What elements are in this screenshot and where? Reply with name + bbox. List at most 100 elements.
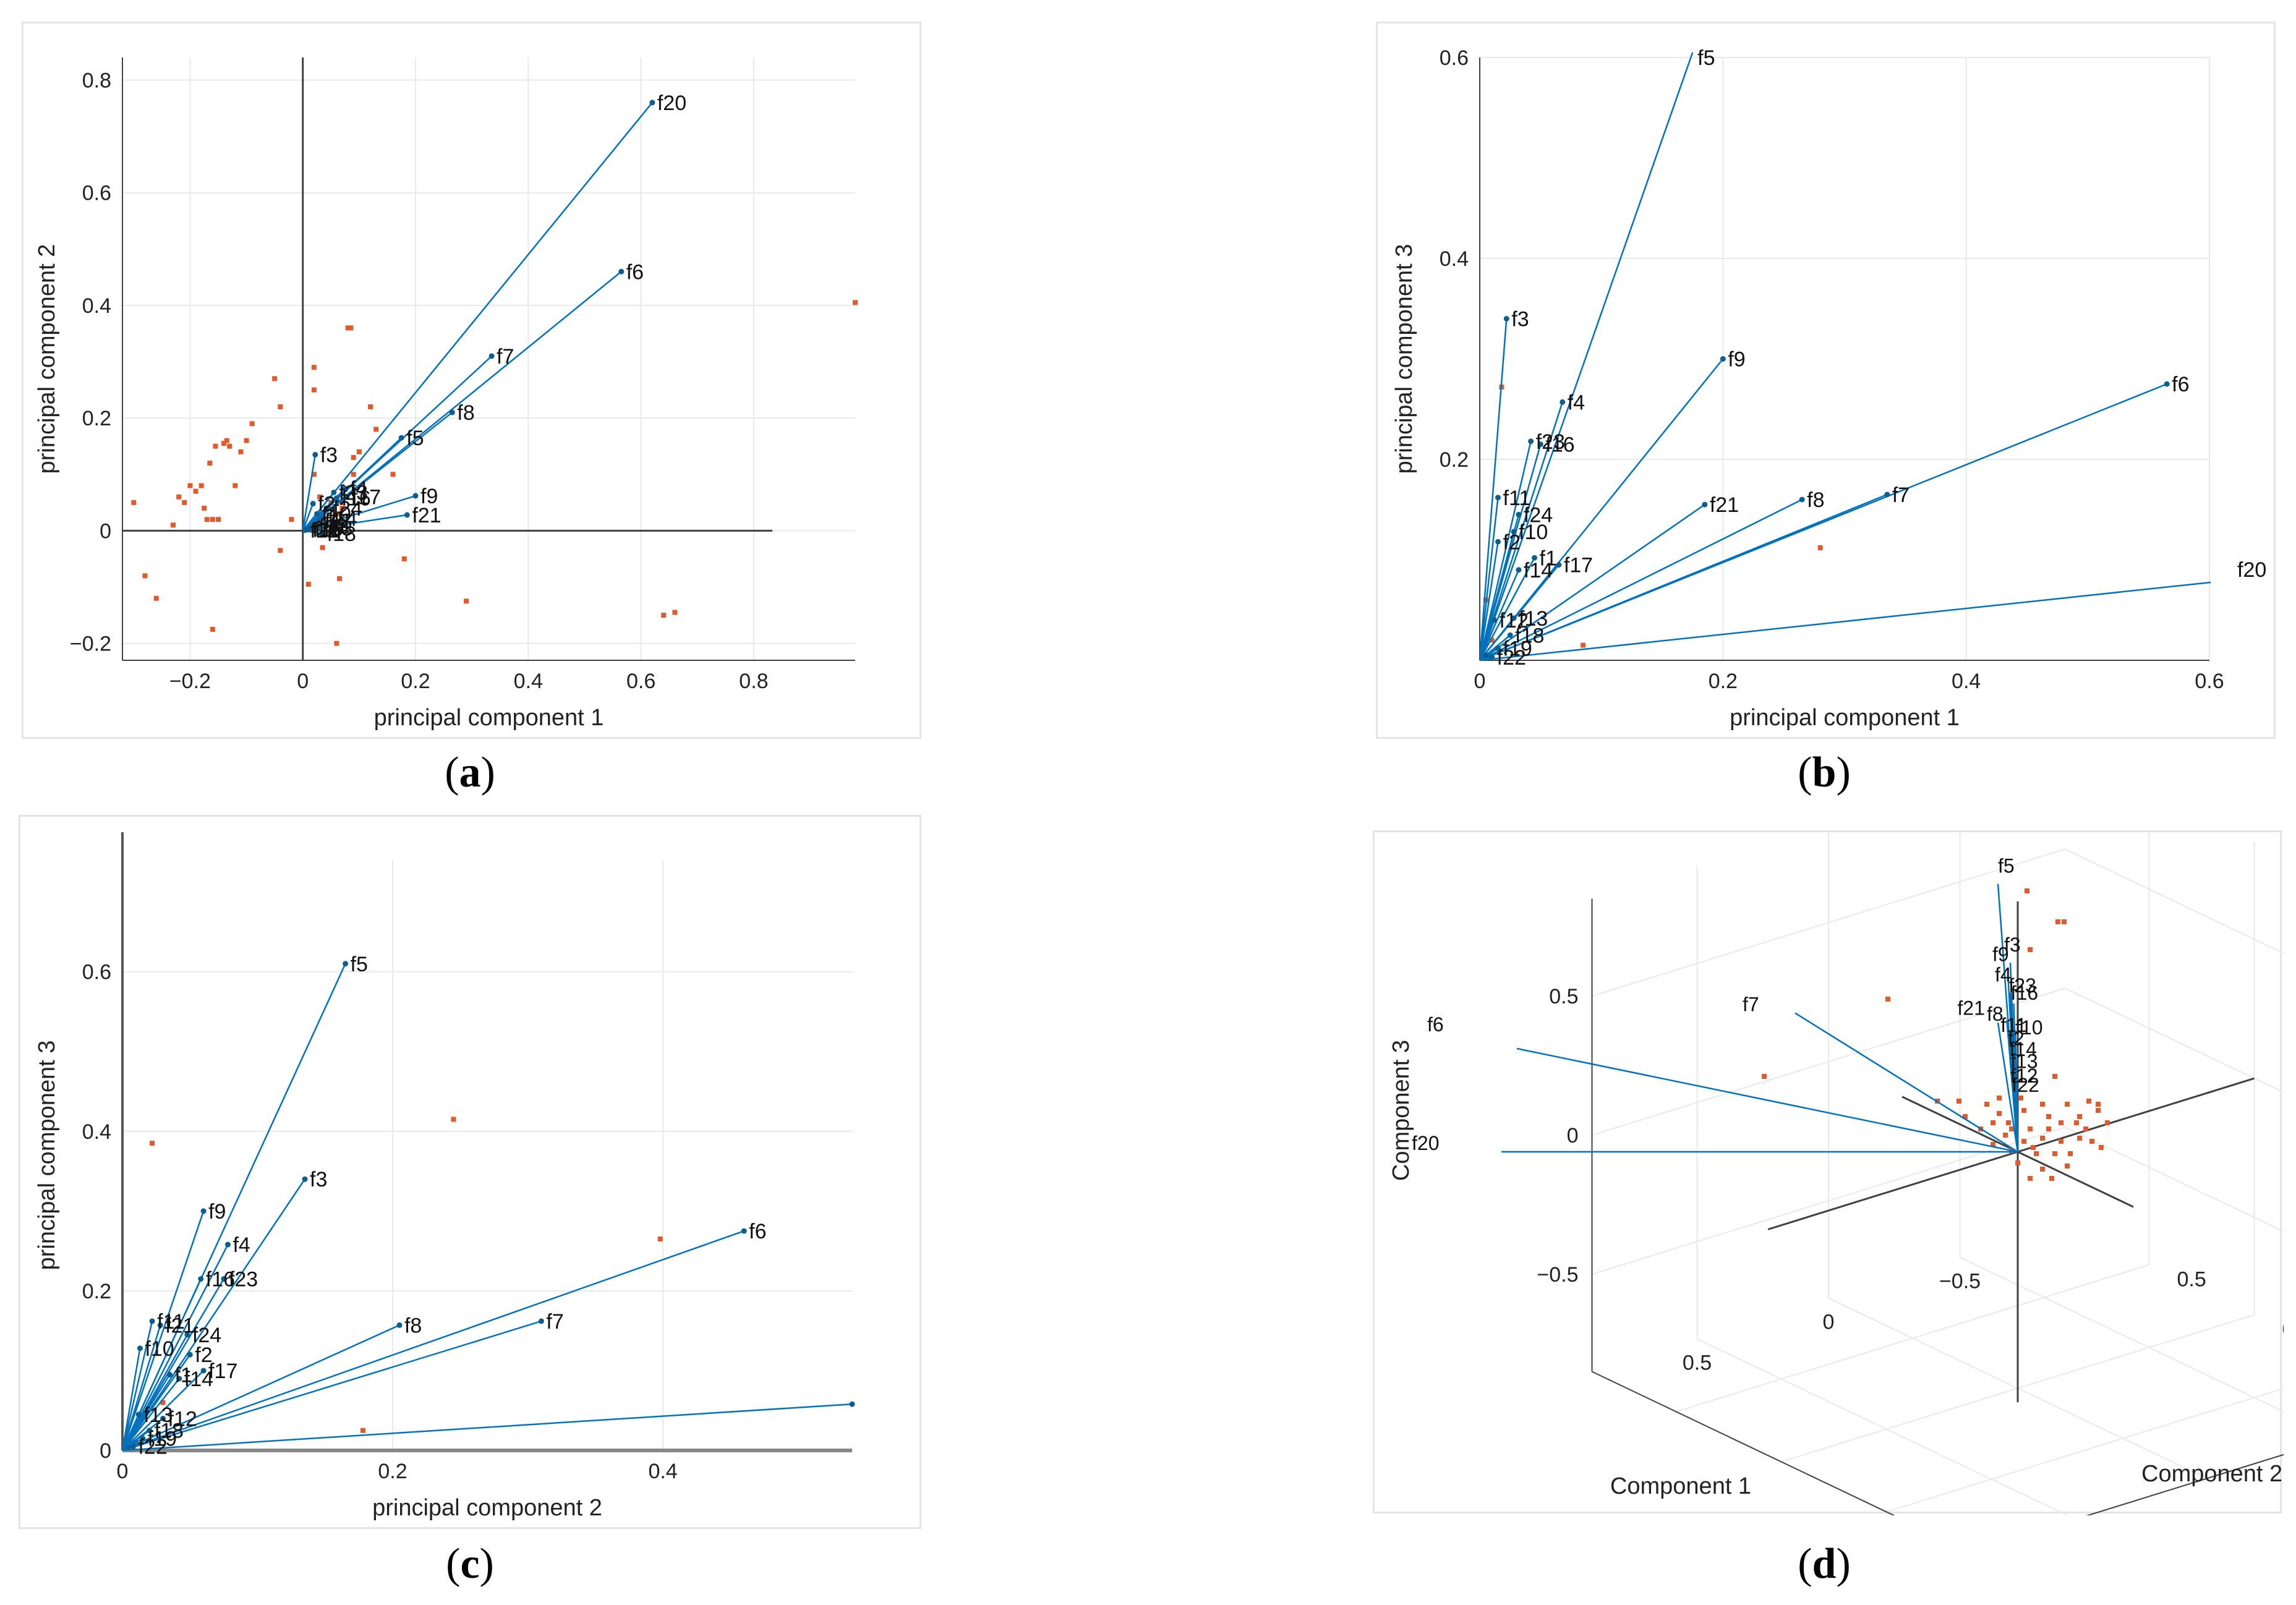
score-point bbox=[1581, 642, 1586, 648]
vector-tip-f23 bbox=[221, 1276, 227, 1282]
score-point bbox=[390, 472, 396, 477]
vector-tip-f4 bbox=[1560, 399, 1566, 405]
vector-label-f2: f2 bbox=[2008, 1028, 2025, 1050]
score-point bbox=[2003, 1133, 2008, 1138]
score-point bbox=[1991, 1142, 1995, 1147]
y-tick-label: 0 bbox=[100, 519, 111, 543]
vector-label-f16: f16 bbox=[206, 1268, 235, 1292]
score-point bbox=[2059, 1120, 2063, 1125]
y-tick-label: 0.5 bbox=[2177, 1268, 2206, 1292]
vector-f7 bbox=[122, 1320, 542, 1452]
vector-label-f15: f15 bbox=[312, 519, 341, 542]
y-tick-label: 0.4 bbox=[82, 1120, 111, 1144]
vector-f3 bbox=[302, 454, 316, 531]
vector-label-f1: f1 bbox=[330, 513, 348, 536]
score-point bbox=[356, 449, 362, 454]
score-point bbox=[368, 404, 373, 409]
score-point bbox=[1489, 637, 1495, 643]
vector-label-f14: f14 bbox=[328, 507, 357, 530]
score-point bbox=[305, 581, 311, 587]
score-point bbox=[311, 387, 317, 393]
score-point bbox=[2034, 1151, 2039, 1156]
score-point bbox=[278, 404, 283, 409]
y-tick-label: 0.4 bbox=[1440, 247, 1469, 271]
vector-tip-f10 bbox=[1511, 529, 1517, 535]
x-tick-label: 0.4 bbox=[1952, 670, 1981, 693]
vector-label-f23: f23 bbox=[1536, 430, 1565, 454]
caption-a: (a) bbox=[445, 749, 495, 796]
x-tick-label: 0 bbox=[1474, 670, 1486, 693]
score-point bbox=[1997, 1096, 2002, 1101]
vector-tip-f2 bbox=[187, 1352, 193, 1358]
vector-label-f13: f13 bbox=[143, 1403, 173, 1427]
vector-tip-f18 bbox=[319, 530, 325, 537]
vector-label-f9: f9 bbox=[1992, 943, 2009, 966]
x-axis-title: principal component 2 bbox=[372, 1495, 602, 1521]
vector-label-f7: f7 bbox=[1892, 483, 1910, 507]
score-point bbox=[215, 517, 221, 522]
vector-f14 bbox=[1480, 569, 1520, 661]
score-point bbox=[339, 500, 345, 505]
vector-tip-f23 bbox=[1528, 438, 1534, 445]
vector-tip-f13 bbox=[315, 525, 322, 531]
score-point bbox=[336, 576, 342, 581]
vector-f1 bbox=[122, 1374, 171, 1451]
vector-label-f16: f16 bbox=[341, 487, 370, 511]
vector-tip-f6 bbox=[618, 268, 625, 275]
caption-c: (c) bbox=[446, 1540, 494, 1588]
score-point bbox=[210, 517, 215, 522]
vector-f22 bbox=[2016, 1078, 2019, 1152]
score-point bbox=[272, 376, 278, 381]
vector-label-f2: f2 bbox=[318, 493, 335, 516]
y-tick-label: 0 bbox=[100, 1439, 111, 1463]
score-point bbox=[2077, 1114, 2082, 1119]
z-tick-label: 0 bbox=[1567, 1124, 1579, 1147]
vector-label-f18: f18 bbox=[155, 1420, 184, 1443]
score-point bbox=[2049, 1176, 2054, 1181]
vector-tip-f7 bbox=[538, 1318, 544, 1324]
y-axis-title: Component 2 bbox=[2141, 1461, 2282, 1487]
vector-tip-f16 bbox=[198, 1276, 204, 1282]
vector-f4 bbox=[1480, 401, 1563, 661]
score-point bbox=[360, 1428, 365, 1433]
vector-label-f13: f13 bbox=[2010, 1050, 2038, 1073]
vector-label-f2: f2 bbox=[195, 1343, 212, 1367]
vector-label-f21: f21 bbox=[165, 1314, 194, 1337]
vector-label-f8: f8 bbox=[1987, 1003, 2004, 1025]
vector-tip-f8 bbox=[449, 409, 455, 415]
score-point bbox=[1885, 997, 1890, 1002]
vector-f5 bbox=[1480, 52, 1694, 661]
score-point bbox=[278, 548, 283, 553]
vector-label-f5: f5 bbox=[1998, 855, 2015, 877]
vector-label-f22: f22 bbox=[138, 1436, 167, 1459]
score-point bbox=[2009, 1126, 2014, 1131]
score-point bbox=[131, 500, 137, 505]
vector-f1 bbox=[1480, 557, 1535, 661]
score-point bbox=[1963, 1114, 1968, 1119]
vector-f6 bbox=[122, 1230, 745, 1452]
score-point bbox=[1817, 545, 1823, 550]
score-point bbox=[672, 610, 678, 615]
vector-label-f22: f22 bbox=[2012, 1074, 2039, 1096]
vector-label-f14: f14 bbox=[184, 1368, 213, 1391]
vector-tip-f4 bbox=[342, 485, 348, 492]
vector-f3 bbox=[1480, 318, 1508, 661]
score-point bbox=[2099, 1145, 2104, 1150]
x-tick-label: 0.2 bbox=[401, 670, 430, 693]
vector-tip-f7 bbox=[489, 353, 495, 359]
vector-f2 bbox=[302, 503, 314, 531]
score-point bbox=[2062, 919, 2067, 924]
vector-tip-f10 bbox=[137, 1345, 143, 1352]
x-axis-title: principal component 1 bbox=[1730, 705, 1960, 731]
score-point bbox=[2031, 1145, 2036, 1150]
y-tick-label: 0.8 bbox=[82, 69, 111, 92]
score-point bbox=[224, 438, 229, 443]
score-point bbox=[345, 325, 351, 331]
vector-f10 bbox=[122, 1348, 141, 1451]
x-tick-label: −0.5 bbox=[1939, 1270, 1981, 1293]
score-point bbox=[1762, 1074, 1767, 1079]
vector-tip-f8 bbox=[1799, 496, 1805, 503]
vector-label-f19: f19 bbox=[148, 1428, 177, 1451]
score-point bbox=[213, 443, 218, 449]
score-point bbox=[2006, 1120, 2011, 1125]
